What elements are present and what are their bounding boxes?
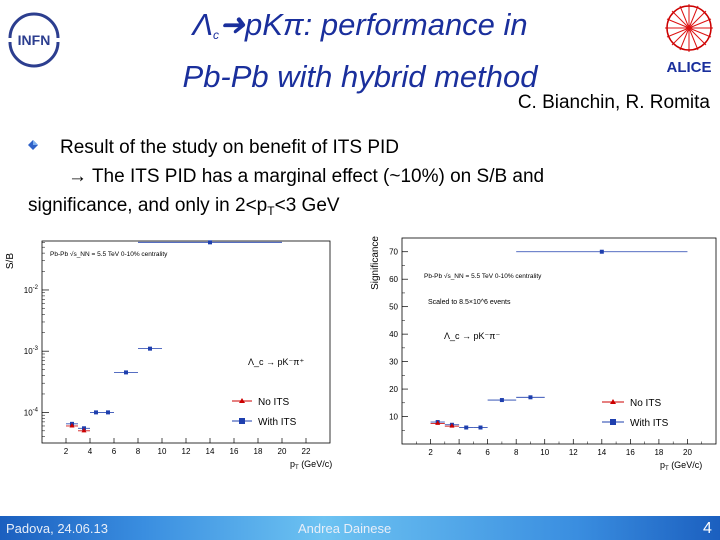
data-point bbox=[94, 410, 98, 415]
x-tick-label: 12 bbox=[569, 448, 578, 457]
chart-sb: 2 4 6 8 10 12 14 16 18 20 22 10-2 10-3 10-4 S/B pT (GeV… bbox=[5, 240, 332, 470]
y-tick-label: 20 bbox=[389, 385, 398, 394]
chart-sig-scaling-label: Scaled to 8.5×10^6 events bbox=[428, 299, 511, 306]
y-tick-label: 10 bbox=[389, 413, 398, 422]
footer-date-place: Padova, 24.06.13 bbox=[6, 521, 108, 536]
x-tick-label: 8 bbox=[136, 447, 141, 456]
arrow-right-icon: ➜ bbox=[219, 7, 245, 42]
x-tick-label: 16 bbox=[626, 448, 635, 457]
legend-with-its-label: With ITS bbox=[630, 418, 669, 429]
x-tick-label: 2 bbox=[64, 447, 69, 456]
y-tick-label: 10-4 bbox=[24, 407, 39, 417]
diamond-bullet-icon bbox=[28, 140, 38, 150]
y-tick-label: 70 bbox=[389, 248, 398, 257]
authors: C. Bianchin, R. Romita bbox=[517, 92, 710, 113]
x-tick-label: 18 bbox=[654, 448, 663, 457]
data-point bbox=[208, 240, 212, 245]
x-tick-label: 8 bbox=[514, 448, 519, 457]
chart-sig-frame bbox=[401, 237, 717, 445]
data-point bbox=[499, 398, 504, 403]
data-point bbox=[449, 423, 455, 428]
x-tick-label: 6 bbox=[112, 447, 117, 456]
alice-logo-text: ALICE bbox=[667, 59, 712, 76]
data-point bbox=[124, 370, 128, 375]
y-tick-label: 30 bbox=[389, 358, 398, 367]
x-tick-label: 12 bbox=[182, 447, 191, 456]
y-axis-title: Significance bbox=[370, 236, 381, 290]
x-tick-label: 18 bbox=[254, 447, 263, 456]
bullet-line-2: → The ITS PID has a marginal effect (~10… bbox=[68, 166, 545, 187]
bullet-line-1: Result of the study on benefit of ITS PI… bbox=[60, 137, 400, 158]
y-tick-label: 10-2 bbox=[24, 285, 39, 295]
legend-with-its-marker bbox=[239, 418, 245, 424]
data-point bbox=[148, 346, 152, 351]
x-tick-label: 2 bbox=[428, 448, 433, 457]
alice-logo: ALICE bbox=[665, 4, 713, 76]
y-tick-label: 10-3 bbox=[24, 346, 39, 356]
bullet-text: Result of the study on benefit of ITS PI… bbox=[28, 133, 708, 226]
data-point bbox=[69, 422, 75, 428]
chart-significance: 2 4 6 8 10 12 14 16 18 20 10 20 30 40 50 60 70 Significan… bbox=[370, 236, 717, 472]
infn-logo: INFN bbox=[8, 12, 60, 68]
page-number: 4 bbox=[703, 520, 712, 537]
data-point bbox=[106, 410, 110, 415]
x-axis-title: pT (GeV/c) bbox=[290, 459, 332, 470]
legend-with-its-marker bbox=[610, 419, 616, 425]
legend-no-its-marker bbox=[610, 399, 616, 404]
chart-sb-frame bbox=[41, 240, 331, 444]
chart-sig-header: Pb-Pb √s_NN = 5.5 TeV 0-10% centrality bbox=[424, 272, 542, 280]
x-axis-title: pT (GeV/c) bbox=[660, 460, 702, 472]
y-tick-label: 40 bbox=[389, 330, 398, 339]
x-tick-label: 10 bbox=[158, 447, 167, 456]
y-tick-label: 60 bbox=[389, 275, 398, 284]
x-tick-label: 20 bbox=[278, 447, 287, 456]
chart-sb-header: Pb-Pb √s_NN = 5.5 TeV 0-10% centrality bbox=[50, 250, 168, 258]
x-tick-label: 20 bbox=[683, 448, 692, 457]
legend-no-its-label: No ITS bbox=[630, 398, 661, 409]
x-tick-label: 14 bbox=[597, 448, 606, 457]
y-axis-title: S/B bbox=[5, 253, 16, 269]
x-tick-label: 6 bbox=[485, 448, 490, 457]
title-line-1: Λc➜pKπ: performance in bbox=[192, 7, 528, 42]
footer-bar: Padova, 24.06.13 Andrea Dainese 4 bbox=[0, 516, 720, 540]
data-point bbox=[528, 395, 533, 400]
x-tick-label: 4 bbox=[457, 448, 462, 457]
chart-sig-reaction-label: Λ_c → pK⁻π⁻ bbox=[444, 331, 500, 341]
y-tick-label: 50 bbox=[389, 303, 398, 312]
data-point bbox=[599, 249, 604, 254]
bullet-line-3: significance, and only in 2<pT<3 GeV bbox=[28, 195, 340, 218]
x-tick-label: 22 bbox=[302, 447, 311, 456]
x-tick-label: 16 bbox=[230, 447, 239, 456]
chart-sb-reaction-label: Λ_c → pK⁻π⁺ bbox=[248, 357, 304, 367]
data-point bbox=[478, 425, 483, 430]
slide-title: Λc➜pKπ: performance in Pb-Pb with hybrid… bbox=[110, 4, 610, 98]
x-tick-label: 10 bbox=[540, 448, 549, 457]
x-tick-label: 4 bbox=[88, 447, 93, 456]
data-point bbox=[435, 420, 441, 425]
footer-author: Andrea Dainese bbox=[298, 521, 392, 536]
data-point bbox=[464, 425, 469, 430]
legend-no-its-marker bbox=[239, 398, 245, 403]
infn-logo-text: INFN bbox=[18, 32, 51, 48]
x-tick-label: 14 bbox=[206, 447, 215, 456]
title-line-2: Pb-Pb with hybrid method bbox=[182, 59, 538, 94]
legend-with-its-label: With ITS bbox=[258, 417, 297, 428]
legend-no-its-label: No ITS bbox=[258, 397, 289, 408]
arrow-right-icon: → bbox=[68, 166, 92, 187]
data-point bbox=[81, 427, 87, 433]
